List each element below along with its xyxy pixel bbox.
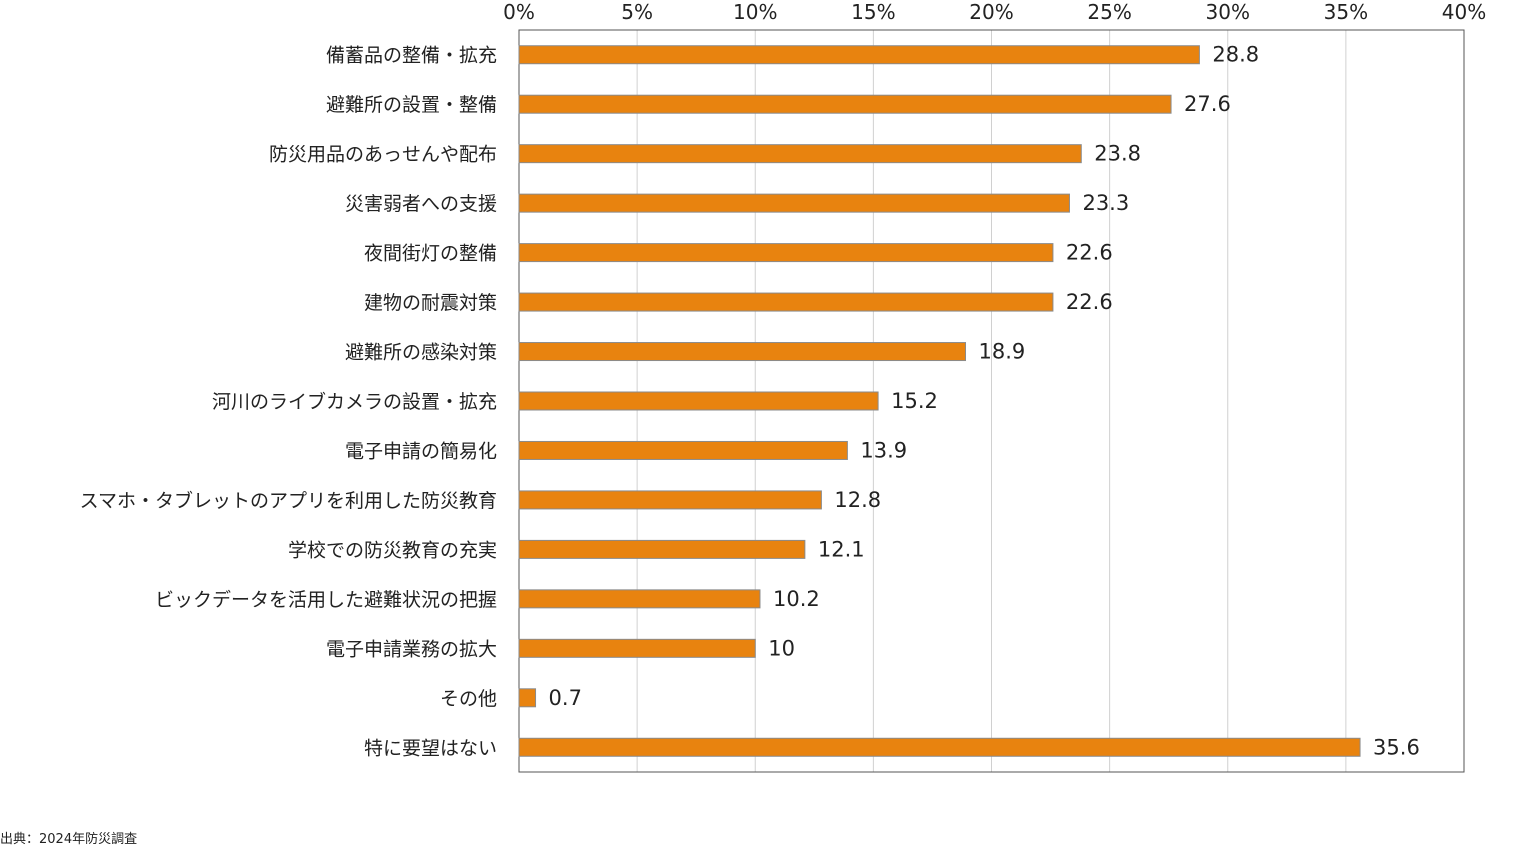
data-label: 12.1 xyxy=(818,537,865,561)
category-label: 電子申請の簡易化 xyxy=(345,440,497,462)
category-label: 避難所の感染対策 xyxy=(345,342,497,364)
x-tick-label: 35% xyxy=(1324,0,1368,24)
data-label: 22.6 xyxy=(1066,290,1113,314)
bar xyxy=(518,440,848,460)
bar xyxy=(518,589,761,609)
category-label: ビックデータを活用した避難状況の把握 xyxy=(155,589,497,611)
category-label: 災害弱者への支援 xyxy=(345,193,497,215)
bar xyxy=(518,243,1054,263)
bar xyxy=(518,45,1200,65)
category-label: 河川のライブカメラの設置・拡充 xyxy=(212,390,497,413)
x-tick-label: 20% xyxy=(969,0,1013,24)
data-label: 10.2 xyxy=(773,587,820,611)
data-label: 18.9 xyxy=(979,340,1026,364)
data-label: 35.6 xyxy=(1373,735,1420,759)
category-label: その他 xyxy=(440,688,497,710)
x-tick-label: 40% xyxy=(1442,0,1486,24)
data-label: 23.3 xyxy=(1082,191,1129,215)
data-label: 22.6 xyxy=(1066,241,1113,265)
x-tick-label: 15% xyxy=(851,0,895,24)
bar xyxy=(518,193,1070,213)
data-label: 0.7 xyxy=(549,686,582,710)
bar xyxy=(518,342,967,362)
category-label: 夜間街灯の整備 xyxy=(364,243,497,265)
category-label: 建物の耐震対策 xyxy=(364,292,497,314)
category-label: 特に要望はない xyxy=(364,737,497,759)
bar xyxy=(518,737,1361,757)
data-label: 23.8 xyxy=(1094,142,1141,166)
data-label: 10 xyxy=(768,636,795,660)
x-tick-label: 30% xyxy=(1206,0,1250,24)
source-note: 出典：2024年防災調査 xyxy=(0,832,138,847)
bar xyxy=(518,144,1082,164)
bar xyxy=(518,490,822,510)
data-label: 27.6 xyxy=(1184,92,1231,116)
bar xyxy=(518,391,879,411)
data-label: 12.8 xyxy=(834,488,881,512)
bar xyxy=(518,292,1054,312)
data-label: 15.2 xyxy=(891,389,938,413)
category-label: 学校での防災教育の充実 xyxy=(288,539,497,561)
bar xyxy=(518,94,1172,114)
x-tick-label: 5% xyxy=(621,0,653,24)
data-label: 28.8 xyxy=(1212,43,1259,67)
category-label: 防災用品のあっせんや配布 xyxy=(269,144,497,166)
category-label: 避難所の設置・整備 xyxy=(326,94,497,116)
bar xyxy=(518,539,806,559)
x-tick-label: 0% xyxy=(503,0,535,24)
category-label: スマホ・タブレットのアプリを利用した防災教育 xyxy=(80,489,497,512)
bar xyxy=(518,688,537,708)
data-label: 13.9 xyxy=(860,438,907,462)
category-label: 備蓄品の整備・拡充 xyxy=(326,45,497,67)
x-tick-label: 25% xyxy=(1087,0,1131,24)
bar xyxy=(518,638,756,658)
category-label: 電子申請業務の拡大 xyxy=(326,638,497,660)
x-tick-label: 10% xyxy=(733,0,777,24)
